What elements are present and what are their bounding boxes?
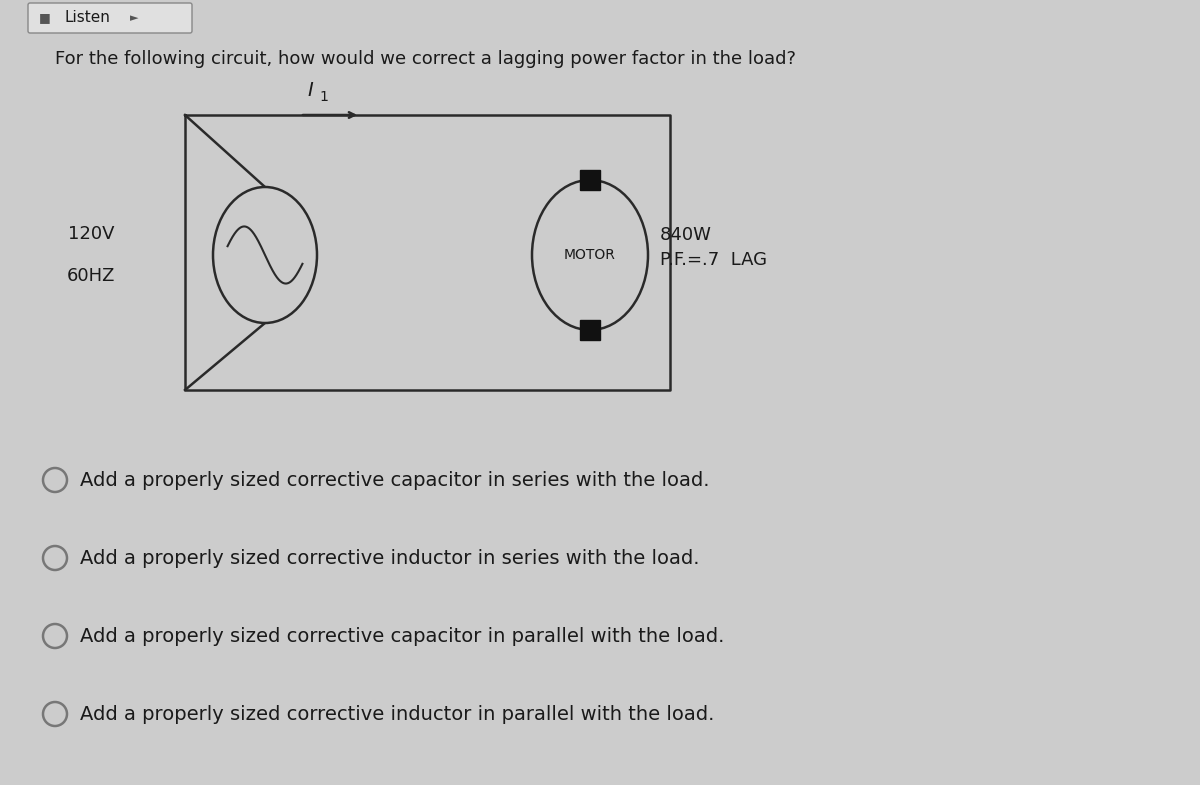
Text: MOTOR: MOTOR: [564, 248, 616, 262]
Text: Listen: Listen: [65, 10, 110, 25]
Text: 1: 1: [319, 90, 328, 104]
FancyBboxPatch shape: [28, 3, 192, 33]
Text: I: I: [307, 81, 313, 100]
Bar: [580, 320, 600, 340]
Text: Add a properly sized corrective capacitor in parallel with the load.: Add a properly sized corrective capacito…: [80, 626, 725, 645]
Text: P.F.=.7  LAG: P.F.=.7 LAG: [660, 251, 767, 269]
Text: 120V: 120V: [68, 225, 115, 243]
Text: For the following circuit, how would we correct a lagging power factor in the lo: For the following circuit, how would we …: [55, 50, 796, 68]
Text: ■: ■: [40, 12, 50, 24]
Text: 840W: 840W: [660, 226, 712, 244]
Ellipse shape: [532, 180, 648, 330]
Text: Add a properly sized corrective capacitor in series with the load.: Add a properly sized corrective capacito…: [80, 470, 709, 490]
Ellipse shape: [214, 187, 317, 323]
Text: Add a properly sized corrective inductor in parallel with the load.: Add a properly sized corrective inductor…: [80, 704, 714, 724]
Bar: [580, 170, 600, 190]
Text: 60HZ: 60HZ: [67, 267, 115, 285]
Text: ►: ►: [130, 13, 138, 23]
Text: Add a properly sized corrective inductor in series with the load.: Add a properly sized corrective inductor…: [80, 549, 700, 568]
